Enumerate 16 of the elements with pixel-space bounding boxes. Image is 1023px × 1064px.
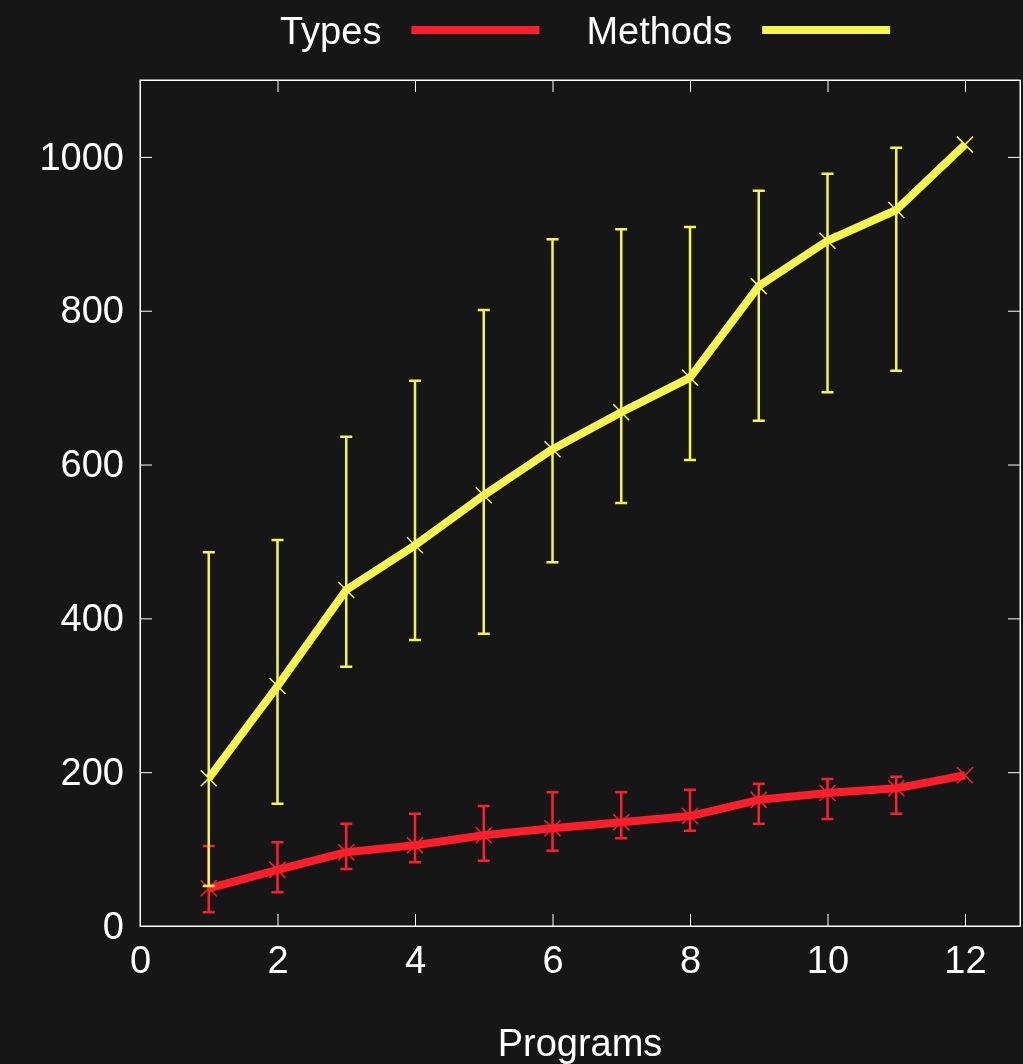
y-tick-label: 400	[60, 597, 124, 640]
x-tick-label: 8	[679, 938, 702, 981]
x-tick-label: 12	[944, 938, 987, 981]
y-tick-label: 800	[60, 289, 124, 332]
x-tick-label: 2	[267, 938, 289, 981]
y-tick-label: 600	[60, 443, 124, 486]
y-tick-label: 1000	[39, 135, 124, 178]
x-tick-label: 6	[542, 938, 564, 981]
x-axis-title: Programs	[497, 1022, 663, 1064]
legend-label: Methods	[586, 10, 733, 52]
x-tick-label: 10	[806, 938, 850, 981]
x-tick-label: 0	[129, 938, 152, 981]
x-tick-label: 4	[404, 938, 427, 981]
legend-label: Types	[280, 10, 382, 52]
y-tick-label: 0	[102, 904, 124, 947]
y-tick-label: 200	[60, 750, 124, 793]
